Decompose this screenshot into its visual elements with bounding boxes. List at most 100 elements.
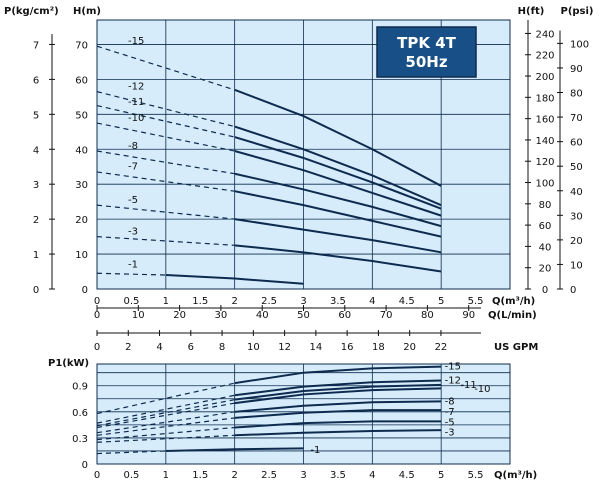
curve-label-n3: -3: [128, 226, 138, 237]
y-tick-ft: 40: [539, 242, 552, 253]
x-tick-lmin: 10: [132, 310, 145, 321]
curve-solid-n1: [165, 274, 304, 285]
curve-solid-n10: [234, 150, 442, 217]
x-tick-m3h-power: 2.5: [261, 470, 277, 481]
x-tick-m3h-power: 3: [300, 470, 306, 481]
x-tick-m3h: 1.5: [192, 296, 208, 307]
curve-solid-n15: [234, 88, 442, 187]
y-tick-ft: 240: [535, 29, 554, 40]
curve-solid-n10: [234, 387, 442, 405]
y-tick-h: 50: [75, 110, 88, 121]
y-tick-h: 40: [75, 145, 88, 156]
curve-label-n15: -15: [445, 362, 461, 373]
x-tick-m3h-power: 3.5: [330, 470, 346, 481]
y-tick-kg: 5: [33, 110, 39, 121]
x-tick-lmin: 40: [256, 310, 269, 321]
curve-solid-n5: [234, 420, 442, 429]
x-label-m3h-power: Q(m³/h): [494, 470, 537, 481]
curve-solid-n8: [234, 400, 442, 413]
y-tick-kw: 0.3: [72, 434, 88, 445]
curve-label-n11: -11: [128, 97, 144, 108]
y-tick-ft: 60: [539, 221, 552, 232]
curve-label-n11: -11: [460, 380, 476, 391]
curve-dashed-n15: [96, 382, 235, 415]
x-tick-m3h-power: 4: [369, 470, 375, 481]
curve-solid-n1: [165, 447, 304, 452]
y-tick-psi: 90: [570, 64, 583, 75]
x-tick-m3h-power: 1: [163, 470, 169, 481]
x-tick-gpm: 2: [125, 342, 131, 353]
chart-overlay: TPK 4T 50Hz: [376, 26, 477, 78]
y-tick-ft: 100: [535, 179, 554, 190]
curve-label-n8: -8: [128, 141, 138, 152]
title-box: [376, 26, 477, 78]
x-tick-m3h: 0.5: [123, 296, 139, 307]
curve-solid-n12: [234, 125, 442, 207]
y-tick-kg: 0: [33, 285, 39, 296]
y-tick-psi: 30: [570, 211, 583, 222]
chart-title: TPK 4T: [397, 34, 457, 52]
x-tick-lmin: 20: [173, 310, 186, 321]
x-tick-lmin: 60: [338, 310, 351, 321]
curve-label-n8: -8: [445, 396, 455, 407]
y-tick-ft: 180: [535, 93, 554, 104]
curve-label-n7: -7: [445, 407, 455, 418]
x-tick-gpm: 22: [435, 342, 448, 353]
y-tick-psi: 40: [570, 187, 583, 198]
x-tick-gpm: 8: [219, 342, 225, 353]
x-tick-m3h-power: 1.5: [192, 470, 208, 481]
y-tick-ft: 140: [535, 136, 554, 147]
curve-dashed-n10: [96, 122, 235, 152]
x-tick-gpm: 0: [94, 342, 100, 353]
x-tick-m3h-power: 5: [438, 470, 444, 481]
curve-label-n12: -12: [445, 376, 461, 387]
y-label-h: H(m): [73, 6, 101, 17]
curve-label-n1: -1: [128, 260, 138, 271]
y-tick-kg: 2: [33, 215, 39, 226]
x-tick-lmin: 70: [380, 310, 393, 321]
curve-solid-n7: [234, 409, 442, 419]
curve-dashed-n1: [96, 450, 166, 455]
y-tick-psi: 50: [570, 162, 583, 173]
x-tick-gpm: 12: [278, 342, 291, 353]
y-tick-psi: 0: [570, 285, 576, 296]
head-flow-chart: 0102030405060700123456702040608010012014…: [4, 6, 594, 353]
y-tick-kg: 6: [33, 75, 39, 86]
x-tick-lmin: 0: [94, 310, 100, 321]
x-tick-m3h: 5.5: [468, 296, 484, 307]
x-tick-m3h: 0: [94, 296, 100, 307]
y-tick-ft: 160: [535, 115, 554, 126]
curve-solid-n3: [234, 429, 442, 437]
curve-dashed-n15: [96, 45, 235, 91]
x-tick-m3h: 4.5: [399, 296, 415, 307]
y-tick-h: 30: [75, 180, 88, 191]
power-flow-chart: 0 0.3 0.6 0.9 P1(kW) 0 0.5 1 1.5 2 2.5 3 3.5 4 4.5 5 5.5…: [48, 358, 537, 481]
x-tick-m3h: 2: [231, 296, 237, 307]
y-tick-psi: 60: [570, 138, 583, 149]
curve-solid-n11: [234, 136, 442, 210]
y-tick-kw: 0.6: [72, 408, 88, 419]
y-label-psi: P(psi): [560, 6, 593, 17]
x-tick-m3h: 1: [163, 296, 169, 307]
y-tick-psi: 100: [570, 39, 589, 50]
y-tick-psi: 80: [570, 89, 583, 100]
y-tick-ft: 0: [542, 285, 548, 296]
x-tick-lmin: 90: [462, 310, 475, 321]
y-tick-ft: 220: [535, 51, 554, 62]
x-tick-m3h-power: 0: [94, 470, 100, 481]
curve-label-n1: -1: [310, 445, 320, 456]
y-tick-h: 10: [75, 250, 88, 261]
y-tick-ft: 200: [535, 72, 554, 83]
x-tick-lmin: 80: [421, 310, 434, 321]
curve-dashed-n11: [96, 105, 235, 138]
x-tick-gpm: 10: [247, 342, 260, 353]
curve-dashed-n3: [96, 235, 235, 246]
y-label-kw: P1(kW): [48, 358, 89, 369]
y-label-ft: H(ft): [518, 6, 545, 17]
x-label-m3h: Q(m³/h): [492, 296, 535, 307]
curve-solid-n8: [234, 172, 442, 228]
x-tick-m3h: 4: [369, 296, 375, 307]
x-tick-m3h-power: 4.5: [399, 470, 415, 481]
x-tick-lmin: 30: [215, 310, 228, 321]
x-tick-gpm: 6: [188, 342, 194, 353]
